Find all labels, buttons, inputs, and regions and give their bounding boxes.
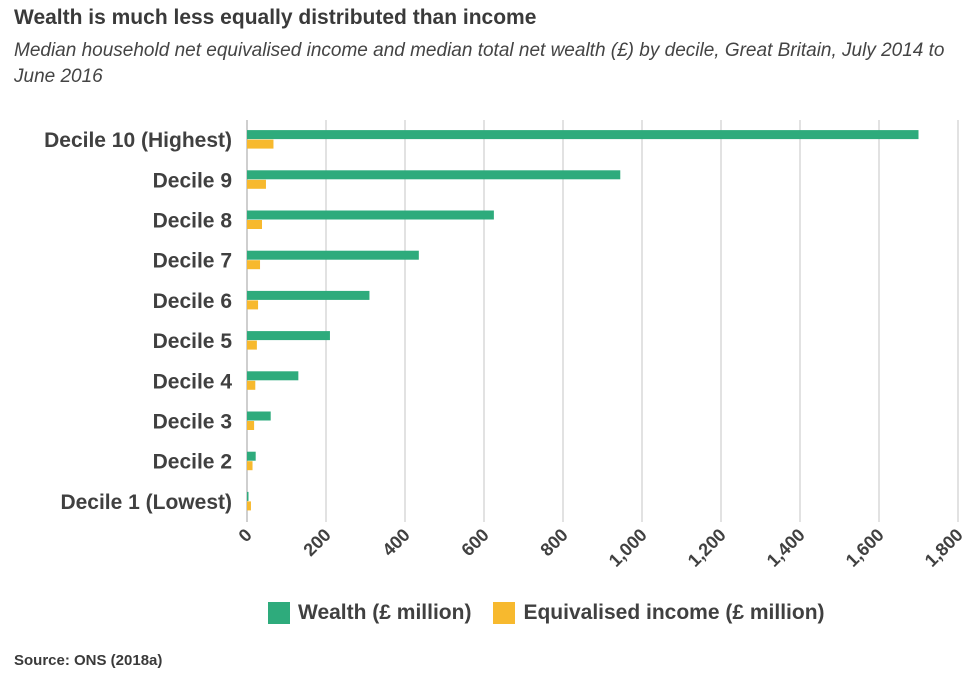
bar-income [247, 260, 261, 270]
category-label: Decile 2 [153, 451, 232, 474]
bar-wealth [247, 491, 249, 501]
x-tick-label: 0 [235, 525, 256, 546]
source-note: Source: ONS (2018a) [14, 652, 163, 669]
bar-wealth [247, 130, 919, 140]
chart-title: Wealth is much less equally distributed … [14, 6, 537, 29]
legend: Wealth (£ million) Equivalised income (£… [268, 601, 847, 625]
bar-wealth [247, 451, 256, 461]
bar-wealth [247, 250, 419, 260]
x-tick-label: 1,800 [921, 525, 967, 571]
category-label: Decile 6 [153, 290, 232, 313]
legend-swatch-income [493, 602, 516, 624]
bar-income [247, 340, 257, 350]
bar-income [247, 501, 251, 511]
x-tick-label: 400 [378, 525, 413, 560]
x-tick-label: 1,000 [605, 525, 651, 571]
legend-item-income: Equivalised income (£ million) [493, 601, 825, 625]
legend-label-income: Equivalised income (£ million) [523, 601, 825, 624]
bar-wealth [247, 170, 621, 180]
category-label: Decile 3 [153, 411, 232, 434]
x-tick-label: 800 [536, 525, 571, 560]
category-label: Decile 8 [153, 210, 233, 233]
bar-income [247, 139, 274, 149]
category-label: Decile 10 (Highest) [44, 129, 232, 152]
bar-wealth [247, 210, 494, 220]
bar-income [247, 380, 256, 390]
category-label: Decile 7 [153, 250, 232, 273]
legend-item-wealth: Wealth (£ million) [268, 601, 471, 625]
bar-wealth [247, 371, 299, 381]
category-label: Decile 4 [153, 370, 233, 393]
bar-income [247, 300, 259, 310]
bar-income [247, 421, 255, 430]
legend-label-wealth: Wealth (£ million) [298, 601, 472, 624]
bar-chart: Decile 10 (Highest) Decile 9 Decile 8 Decil… [44, 120, 967, 571]
x-tick-label: 1,400 [763, 525, 809, 571]
legend-swatch-wealth [268, 602, 290, 624]
bar-income [247, 220, 263, 229]
bar-income [247, 461, 253, 471]
category-label: Decile 5 [153, 330, 233, 353]
x-tick-label: 1,600 [842, 525, 888, 571]
x-tick-label: 1,200 [684, 525, 730, 571]
chart-subtitle: Median household net equivalised income … [14, 40, 945, 87]
category-label: Decile 9 [153, 169, 232, 192]
bar-wealth [247, 331, 330, 341]
bar-income [247, 179, 266, 189]
x-tick-label: 200 [299, 525, 334, 560]
category-label: Decile 1 (Lowest) [60, 491, 232, 514]
bar-wealth [247, 411, 271, 421]
x-tick-label: 600 [457, 525, 492, 560]
bar-wealth [247, 290, 370, 300]
